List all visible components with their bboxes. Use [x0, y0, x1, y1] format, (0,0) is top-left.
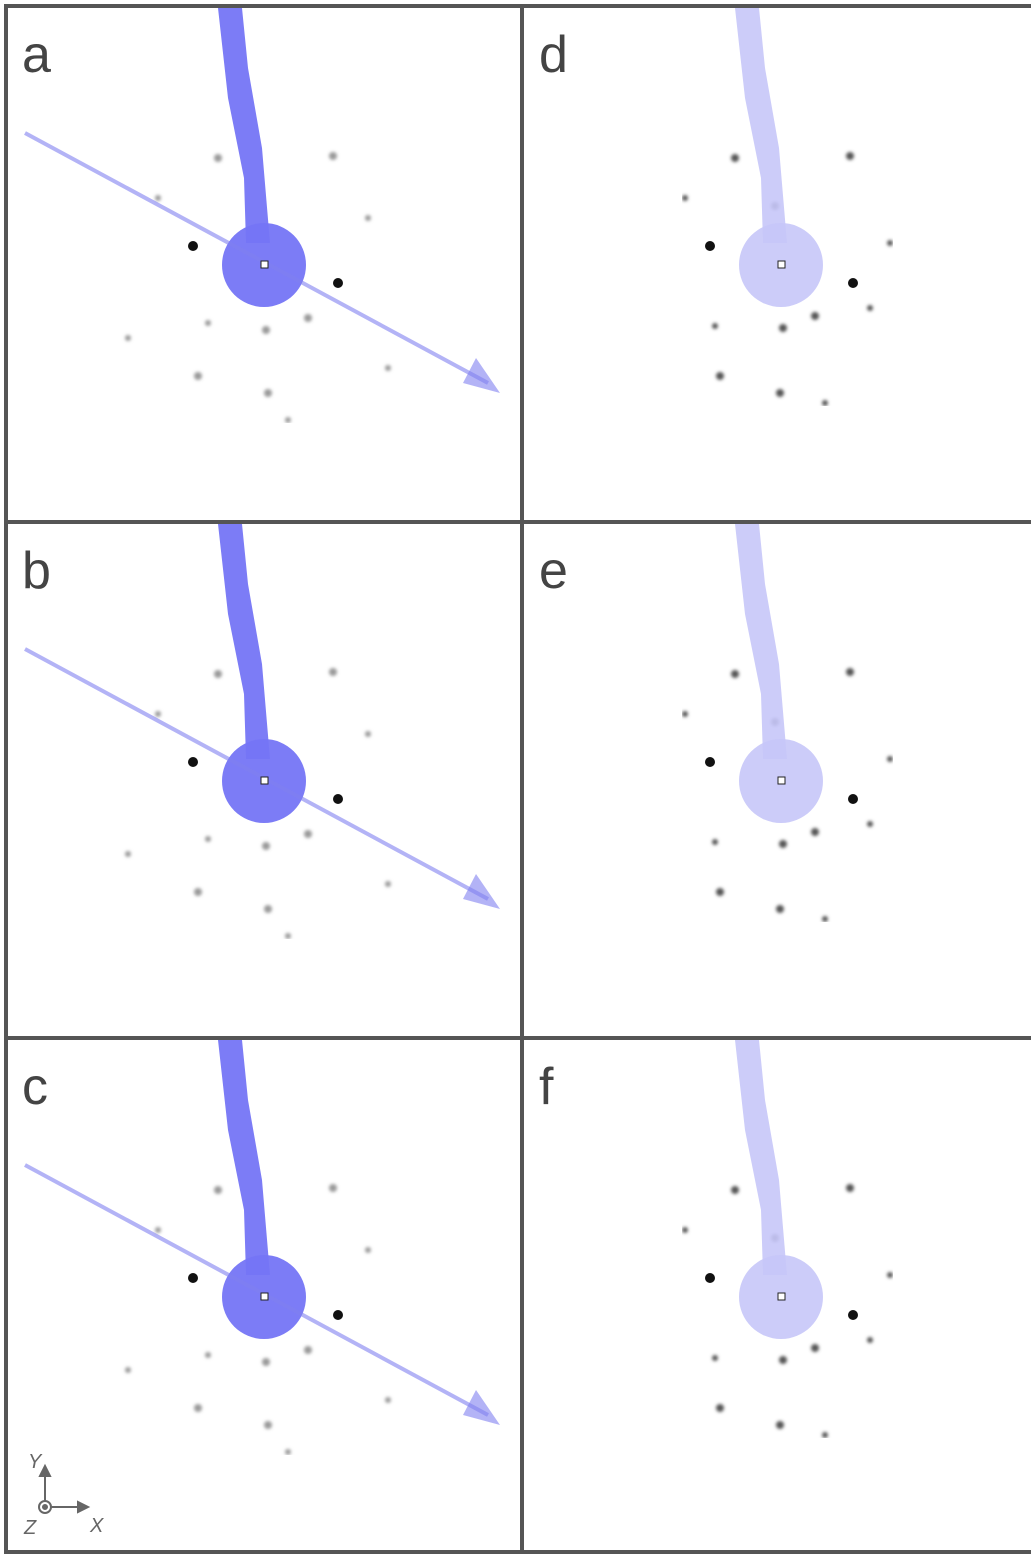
axis-label-z: Z	[23, 1517, 37, 1539]
panel-label: f	[539, 1058, 554, 1116]
center-marker	[261, 777, 268, 784]
panel-label: d	[539, 26, 568, 84]
panel: d	[525, 8, 1031, 520]
panel: b	[8, 524, 519, 1036]
panel-label: b	[22, 542, 51, 600]
axis-label-x: X	[89, 1515, 104, 1537]
figure: a b c d e f Y Z X	[0, 0, 1031, 1554]
panel: a	[8, 8, 519, 520]
panel-label: e	[539, 542, 568, 600]
center-marker	[778, 777, 785, 784]
center-marker	[261, 261, 268, 268]
panel-label: a	[22, 26, 51, 84]
panel: e	[525, 524, 1031, 1036]
center-marker	[261, 1293, 268, 1300]
center-marker	[778, 261, 785, 268]
axis-label-y: Y	[28, 1451, 43, 1473]
center-marker	[778, 1293, 785, 1300]
panel: c	[8, 1040, 519, 1552]
panel-label: c	[22, 1058, 48, 1116]
panel: f	[525, 1040, 1031, 1552]
